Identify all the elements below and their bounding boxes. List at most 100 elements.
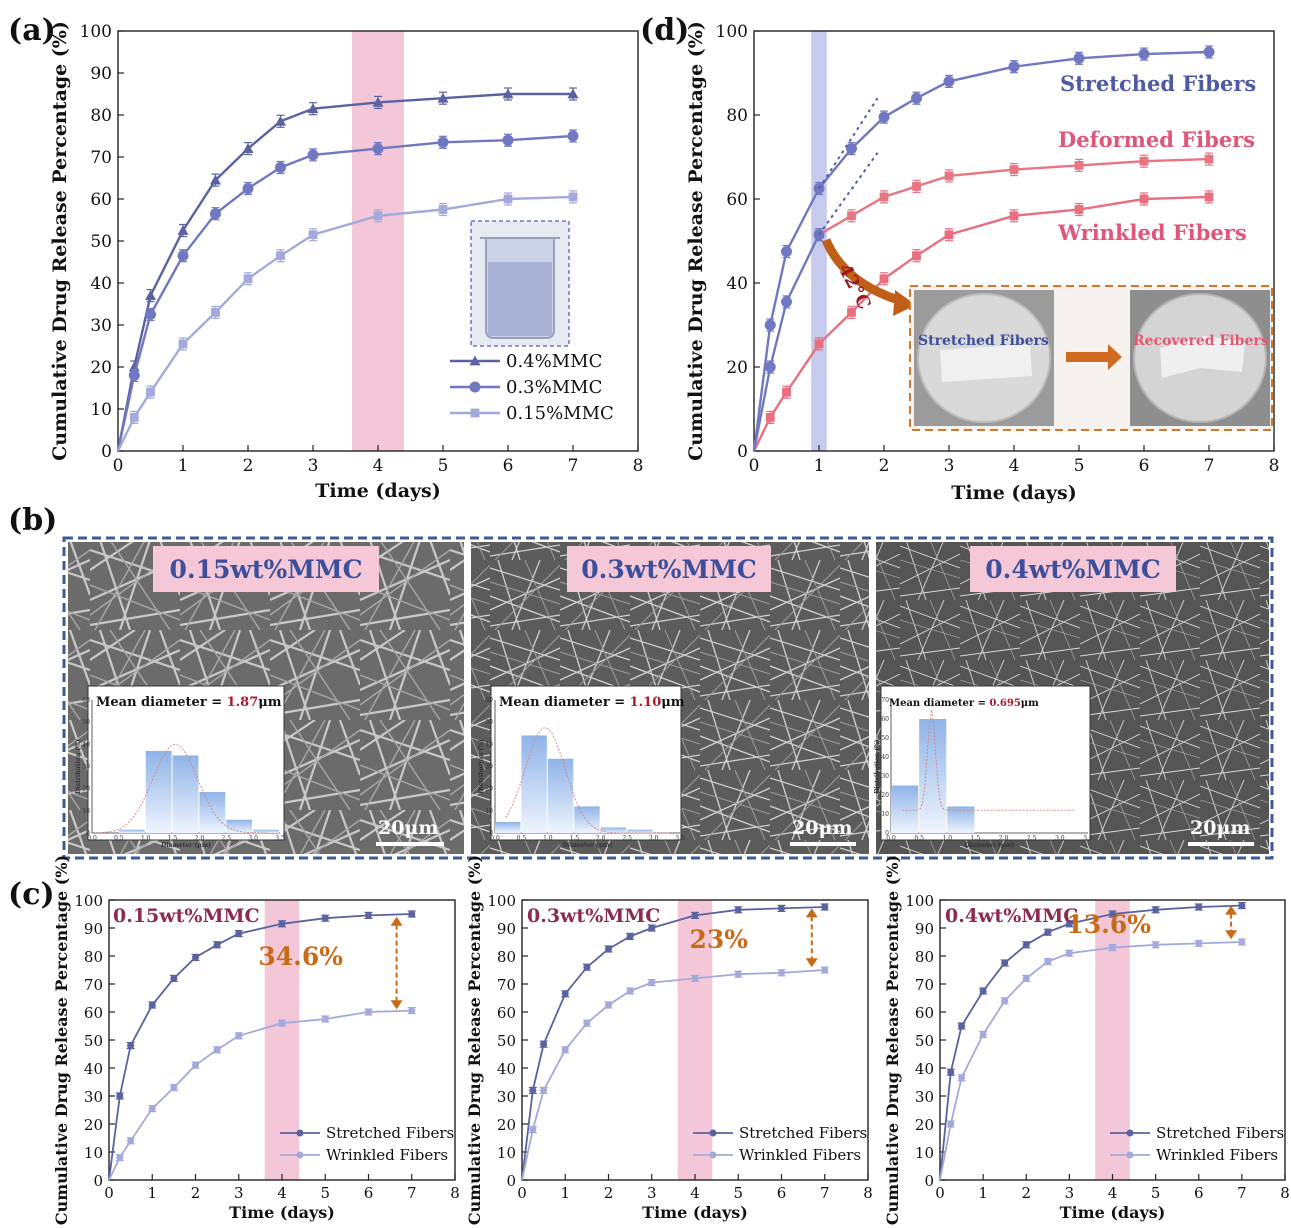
data-point [561, 1046, 569, 1054]
data-point [145, 309, 156, 320]
data-point [626, 987, 634, 995]
recovery-annotation: 42°C Stretched Fibers Recovered Fibers [821, 238, 1273, 431]
legend-label: Wrinkled Fibers [1156, 1146, 1278, 1164]
x-tick-label: 1 [560, 1184, 570, 1202]
x-tick-label: 3 [234, 1184, 244, 1202]
data-point [568, 192, 578, 202]
panel-label-a: (a) [8, 13, 56, 48]
x-tick-label: 0.5 [114, 835, 124, 842]
data-point [372, 143, 384, 155]
y-tick-label: 10 [497, 1144, 516, 1162]
y-tick-label: 100 [74, 892, 103, 910]
data-point [944, 171, 954, 181]
y-axis-label: Cumulative Drug Release Percentage (%) [49, 21, 71, 461]
x-tick-label: 7 [1237, 1184, 1247, 1202]
x-tick-label: 2.5 [222, 835, 232, 842]
y-tick-label: 80 [726, 106, 748, 126]
x-tick-label: 7 [820, 1184, 830, 1202]
y-tick-label: 20 [915, 1116, 934, 1134]
y-tick-label: 30 [485, 764, 493, 771]
series-line [116, 134, 574, 452]
y-tick-label: 10 [82, 808, 90, 815]
data-point [781, 246, 792, 257]
histogram-bar [172, 755, 199, 833]
data-point [1001, 997, 1009, 1005]
y-tick-label: 50 [485, 719, 493, 726]
data-point [1109, 910, 1116, 918]
sem-label-box-3 [970, 546, 1176, 592]
data-point [879, 274, 889, 284]
data-point [1074, 205, 1084, 214]
beaker-inset [470, 220, 570, 347]
data-point [626, 932, 634, 940]
data-point [210, 174, 221, 185]
x-tick-label: 8 [1280, 1184, 1290, 1202]
data-point [540, 1040, 548, 1048]
legend-label: 0.15%MMC [506, 403, 614, 424]
legend-label: Wrinkled Fibers [326, 1146, 448, 1164]
data-point [764, 361, 776, 373]
series-line [752, 234, 821, 452]
y-tick-label: 60 [497, 1004, 516, 1022]
histogram-bar [118, 829, 145, 833]
data-point [307, 149, 319, 161]
x-tick-label: 6 [777, 1184, 787, 1202]
data-point [605, 945, 612, 953]
panel-label-d: (d) [640, 13, 689, 48]
x-tick-label: 4 [1108, 1184, 1118, 1202]
data-point [211, 308, 220, 317]
fitted-curve [102, 743, 269, 834]
x-tick-label: 4 [1009, 456, 1020, 476]
x-tick-label: 6 [364, 1184, 374, 1202]
data-point [170, 974, 178, 982]
data-point [365, 911, 372, 919]
data-point [235, 1032, 243, 1040]
arrow-down-icon [390, 1000, 403, 1010]
data-point [1022, 941, 1030, 949]
x-tick-label: 5 [1074, 456, 1085, 476]
y-tick-label: 20 [497, 1116, 516, 1134]
data-point [782, 387, 791, 397]
y-tick-label: 30 [90, 316, 112, 336]
data-point [944, 230, 954, 240]
data-point [1204, 154, 1214, 164]
y-tick-label: 50 [881, 735, 889, 742]
data-point [145, 290, 156, 300]
x-tick-label: 3.0 [1055, 835, 1065, 842]
x-tick-label: 4 [373, 456, 384, 476]
x-tick-label: 3 [647, 1184, 657, 1202]
series-line [939, 904, 1242, 1181]
data-point [847, 211, 856, 221]
x-axis-label: Time (days) [642, 1203, 748, 1222]
x-tick-label: 0.0 [490, 835, 500, 842]
data-point [583, 1019, 591, 1027]
y-tick-label: 100 [905, 892, 934, 910]
x-tick-label: 8 [633, 456, 644, 476]
data-point [308, 230, 318, 240]
y-tick-label: 40 [82, 741, 90, 748]
legend-marker [709, 1151, 717, 1159]
data-point [170, 1084, 178, 1092]
y-tick-label: 80 [90, 106, 112, 126]
data-point [275, 115, 286, 126]
arrow-up-icon [805, 908, 818, 918]
data-point [561, 990, 569, 998]
x-tick-label: 5 [733, 1184, 743, 1202]
x-tick-label: 2.5 [622, 835, 632, 842]
data-point [1109, 944, 1116, 952]
data-point [947, 1068, 955, 1076]
data-point [148, 1105, 156, 1113]
x-tick-label: 8 [450, 1184, 460, 1202]
y-tick-label: 20 [90, 358, 112, 378]
data-point [765, 413, 775, 422]
photo-label-recovered: Recovered Fibers [1133, 333, 1269, 349]
x-tick-label: 3 [944, 456, 955, 476]
data-point [764, 319, 776, 331]
data-point [912, 182, 921, 191]
arrow-down-icon [805, 958, 818, 968]
data-point [846, 143, 857, 155]
y-axis-label: Distribution (%) [75, 739, 82, 794]
